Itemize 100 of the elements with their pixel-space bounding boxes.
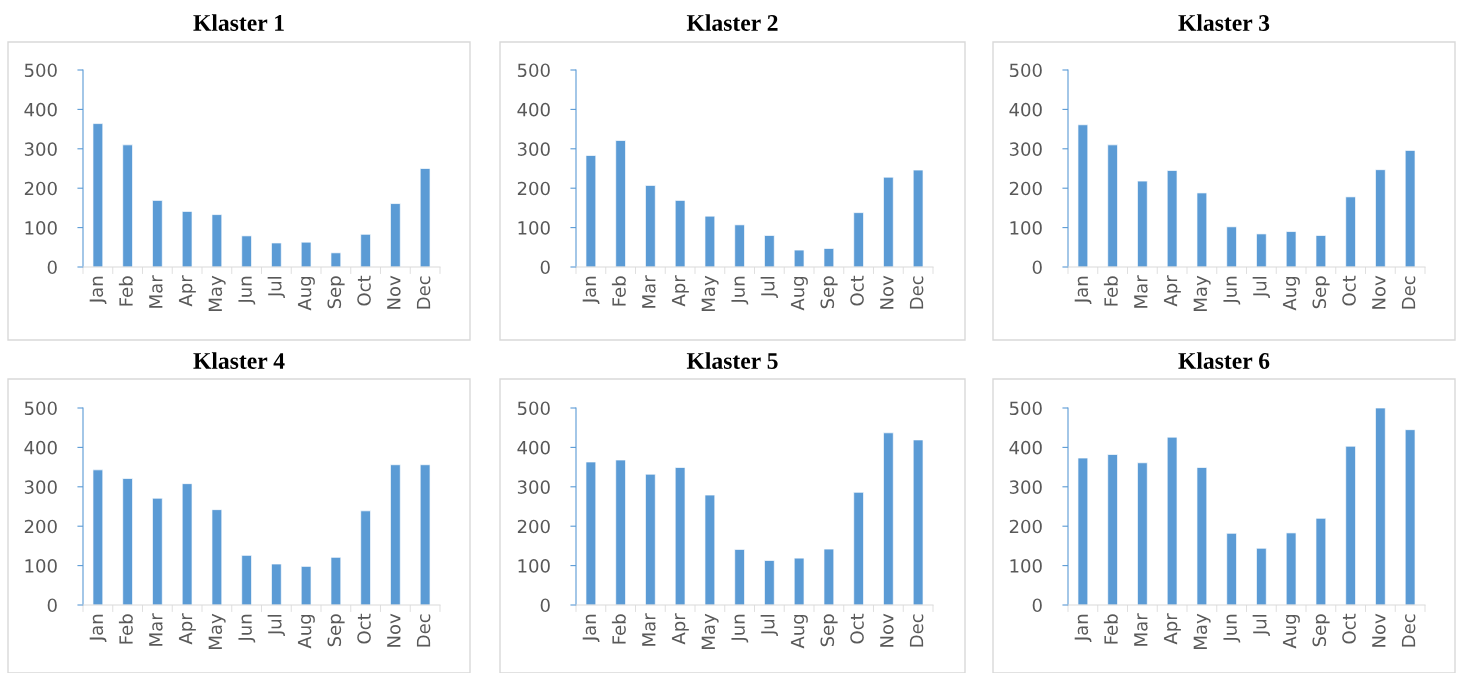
- bar: [271, 242, 282, 267]
- bar: [1196, 192, 1208, 267]
- x-tick-label: Apr: [671, 275, 689, 307]
- bar: [704, 494, 716, 605]
- x-tick-label: May: [208, 613, 226, 649]
- x-tick-label: Dec: [1401, 276, 1416, 309]
- y-tick-label: 200: [1009, 181, 1042, 196]
- y-tick-label: 100: [518, 559, 550, 573]
- x-tick-label: Nov: [880, 613, 894, 647]
- bar: [1077, 124, 1089, 267]
- y-tick-label: 300: [1009, 480, 1042, 494]
- x-tick-label: Feb: [1103, 614, 1118, 644]
- bar: [615, 140, 626, 267]
- x-tick-label: Oct: [850, 275, 864, 306]
- y-tick-label: 100: [1010, 221, 1042, 235]
- bar: [912, 169, 924, 267]
- x-tick-label: Mar: [149, 275, 163, 308]
- bar: [1345, 196, 1356, 267]
- x-tick-label: Jul: [760, 277, 778, 299]
- x-tick-label: Jun: [731, 276, 749, 305]
- y-tick-label: 100: [1010, 559, 1042, 573]
- bar: [300, 241, 312, 267]
- x-tick-label: Sep: [820, 276, 838, 309]
- x-tick-label: Nov: [387, 275, 401, 309]
- bar: [764, 235, 775, 267]
- x-tick-label: Nov: [880, 275, 894, 309]
- x-tick-label: Mar: [1134, 275, 1148, 308]
- bar: [1315, 517, 1327, 605]
- x-tick-label: Jun: [731, 614, 749, 643]
- bar: [883, 176, 894, 267]
- x-tick-label: May: [701, 613, 719, 649]
- x-tick-label: May: [701, 275, 719, 311]
- x-tick-label: Apr: [671, 613, 689, 645]
- bar: [1315, 235, 1327, 267]
- bar: [823, 548, 835, 605]
- bar: [211, 214, 223, 267]
- bar: [241, 235, 252, 267]
- bar: [734, 549, 745, 605]
- x-tick-label: Aug: [297, 614, 315, 649]
- x-tick-label: Apr: [1163, 275, 1181, 307]
- y-tick-label: 400: [517, 440, 550, 455]
- bar: [360, 233, 371, 267]
- bar: [853, 491, 864, 605]
- chart-title: Klaster 5: [686, 352, 778, 369]
- y-tick-label: 100: [25, 221, 57, 235]
- x-tick-label: Aug: [790, 276, 808, 311]
- x-tick-label: Aug: [1282, 614, 1300, 649]
- x-tick-label: Feb: [611, 614, 626, 644]
- y-tick-label: 100: [518, 221, 550, 235]
- bar: [390, 464, 401, 605]
- x-tick-label: Apr: [1163, 613, 1181, 645]
- bar: [1226, 226, 1237, 267]
- x-tick-label: Dec: [416, 276, 431, 309]
- y-tick-label: 500: [24, 63, 57, 78]
- y-tick-label: 500: [517, 401, 550, 416]
- x-tick-label: Jul: [1252, 277, 1270, 299]
- bar: [764, 560, 775, 605]
- bar: [883, 432, 894, 605]
- y-tick-label: 300: [1009, 142, 1042, 156]
- x-tick-label: Oct: [357, 613, 371, 644]
- bar: [1077, 457, 1089, 605]
- x-tick-label: Jan: [1074, 276, 1092, 305]
- bar: [823, 248, 835, 267]
- x-tick-label: Sep: [1312, 614, 1330, 647]
- bar: [1404, 150, 1416, 267]
- bar: [1196, 467, 1208, 605]
- bar: [912, 439, 924, 605]
- bar: [1345, 445, 1356, 605]
- bar: [793, 249, 805, 267]
- x-tick-label: Jan: [89, 614, 107, 643]
- chart-title: Klaster 4: [193, 352, 285, 369]
- y-tick-label: 0: [47, 598, 57, 613]
- bar: [330, 556, 342, 605]
- x-tick-label: Sep: [1312, 276, 1330, 309]
- x-tick-label: Jul: [267, 615, 285, 637]
- bar: [330, 252, 342, 267]
- bar: [211, 509, 223, 605]
- x-tick-label: Jan: [1074, 614, 1092, 643]
- x-tick-label: May: [1193, 275, 1211, 311]
- bar: [1107, 454, 1118, 605]
- y-tick-label: 500: [1009, 63, 1042, 78]
- bar: [704, 215, 716, 267]
- x-tick-label: Oct: [1342, 275, 1356, 306]
- y-tick-label: 200: [1009, 519, 1042, 534]
- chart-title: Klaster 2: [686, 14, 778, 31]
- x-tick-label: May: [208, 275, 226, 311]
- y-tick-label: 100: [25, 559, 57, 573]
- bar: [271, 563, 282, 605]
- bar: [645, 185, 656, 267]
- x-tick-label: Oct: [357, 275, 371, 306]
- chart-title: Klaster 6: [1178, 352, 1270, 369]
- y-tick-label: 0: [1032, 598, 1042, 613]
- x-tick-label: Mar: [642, 613, 656, 646]
- x-tick-label: Jun: [1223, 614, 1241, 643]
- x-tick-label: Sep: [327, 614, 345, 647]
- y-tick-label: 400: [1009, 102, 1042, 117]
- bar: [674, 467, 686, 605]
- x-tick-label: May: [1193, 613, 1211, 649]
- x-tick-label: Oct: [850, 613, 864, 644]
- bar: [615, 459, 626, 605]
